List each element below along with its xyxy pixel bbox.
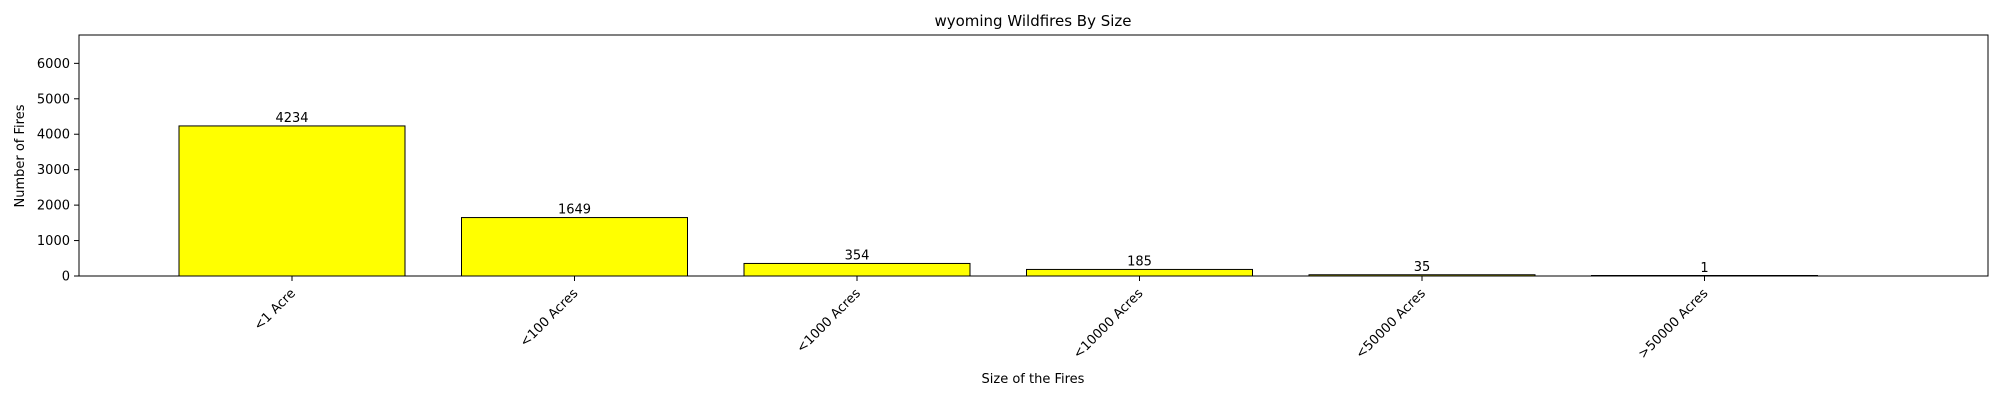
x-tick-label-3: <10000 Acres: [1071, 286, 1147, 362]
data-label-0: 4234: [275, 111, 308, 126]
x-tick-label-0: <1 Acre: [251, 286, 298, 333]
bars-layer: [178, 125, 1818, 277]
x-axis-label: Size of the Fires: [982, 372, 1085, 387]
data-label-4: 35: [1414, 260, 1431, 275]
y-tick-label-4: 4000: [37, 128, 70, 143]
y-tick-label-0: 0: [62, 270, 70, 285]
data-label-2: 354: [845, 248, 870, 263]
y-tick-label-5: 5000: [37, 92, 70, 107]
data-labels-layer: 4234 1649 354 185 35 1: [275, 111, 1708, 276]
y-tick-label-6: 6000: [37, 57, 70, 72]
y-tick-label-2: 2000: [37, 199, 70, 214]
bar-2: [743, 262, 971, 277]
bar-0: [178, 125, 406, 277]
x-tick-label-1: <100 Acres: [517, 286, 581, 350]
chart-title: wyoming Wildfires By Size: [934, 12, 1131, 30]
x-tick-label-2: <1000 Acres: [794, 286, 864, 356]
y-tick-label-3: 3000: [37, 163, 70, 178]
x-tick-label-5: >50000 Acres: [1636, 286, 1712, 362]
data-label-5: 1: [1700, 261, 1708, 276]
bar-3: [1026, 268, 1253, 277]
data-label-3: 185: [1127, 254, 1152, 269]
y-tick-label-1: 1000: [37, 234, 70, 249]
y-ticks-layer: 0 1000 2000 3000 4000 5000 6000: [37, 57, 79, 285]
x-ticks-layer: <1 Acre <100 Acres <1000 Acres <10000 Acres…: [251, 276, 1711, 362]
x-tick-label-4: <50000 Acres: [1353, 286, 1429, 362]
bar-1: [461, 217, 688, 277]
y-axis-label: Number of Fires: [13, 104, 28, 207]
plot-frame: [78, 34, 1989, 277]
data-label-1: 1649: [558, 203, 591, 218]
